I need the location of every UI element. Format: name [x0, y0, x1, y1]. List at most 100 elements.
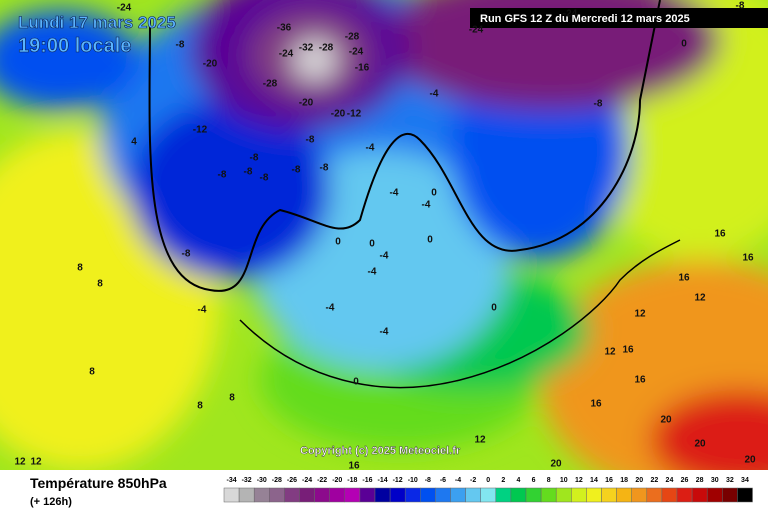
contour-label: -28 [345, 32, 360, 43]
contour-label: -4 [390, 188, 399, 199]
scale-swatch [329, 487, 346, 503]
contour-label: 16 [714, 229, 726, 240]
scale-swatch [480, 487, 497, 503]
scale-swatch [389, 487, 406, 503]
contour-label: 0 [681, 39, 687, 50]
contour-label: 4 [131, 137, 137, 148]
scale-tick-label: -4 [455, 477, 461, 484]
contour-label: 12 [14, 457, 26, 468]
contour-label: 12 [694, 293, 706, 304]
scale-tick-label: 0 [486, 477, 490, 484]
scale-swatch [238, 487, 255, 503]
scale-swatch [284, 487, 300, 503]
legend-subtitle: (+ 126h) [30, 496, 72, 508]
scale-tick-label: 32 [726, 477, 734, 484]
scale-tick-label: -18 [347, 477, 357, 484]
scale-swatch [691, 487, 708, 503]
contour-label: 0 [491, 303, 497, 314]
contour-label: 0 [427, 235, 433, 246]
contour-label: -8 [594, 99, 603, 110]
contour-label: 8 [97, 279, 103, 290]
scale-tick-label: 26 [681, 477, 689, 484]
scale-swatch [525, 487, 542, 503]
contour-label: 16 [590, 399, 602, 410]
scale-swatch [404, 487, 421, 503]
scale-tick-label: 8 [547, 477, 551, 484]
scale-tick-label: 16 [605, 477, 613, 484]
scale-tick-label: 24 [666, 477, 674, 484]
contour-label: 16 [742, 253, 754, 264]
contour-label: -8 [218, 170, 227, 181]
contour-label: 16 [348, 461, 360, 472]
time-label: 19:00 locale [18, 35, 131, 57]
scale-tick-label: 10 [560, 477, 568, 484]
contour-label: -12 [193, 125, 208, 136]
contour-label: -36 [277, 23, 292, 34]
contour-label: -24 [117, 3, 132, 14]
scale-swatch [253, 487, 270, 503]
run-box [470, 8, 768, 28]
scale-swatch [601, 487, 617, 503]
scale-tick-label: -8 [425, 477, 431, 484]
contour-label: 16 [678, 273, 690, 284]
contour-label: -8 [736, 1, 745, 12]
contour-label: 20 [744, 455, 756, 466]
contour-label: -24 [279, 49, 294, 60]
scale-tick-label: -2 [470, 477, 476, 484]
scale-tick-label: -10 [408, 477, 418, 484]
contour-label: 0 [353, 377, 359, 388]
scale-tick-label: -12 [393, 477, 403, 484]
scale-swatch [344, 487, 361, 503]
contour-label: -8 [306, 135, 315, 146]
scale-swatch [586, 487, 602, 503]
scale-swatch [223, 487, 240, 503]
scale-tick-label: -22 [317, 477, 327, 484]
scale-tick-label: 14 [590, 477, 598, 484]
scale-swatch [269, 487, 285, 503]
scale-swatch [661, 487, 678, 503]
scale-tick-label: 30 [711, 477, 719, 484]
legend-title: Température 850hPa [30, 475, 167, 491]
scale-swatch [722, 487, 738, 503]
scale-swatch [706, 487, 723, 503]
scale-swatch [450, 487, 466, 503]
contour-label: 20 [660, 415, 672, 426]
contour-label: 20 [694, 439, 706, 450]
scale-swatch [420, 487, 436, 503]
scale-tick-label: 12 [575, 477, 583, 484]
contour-label: 8 [229, 393, 235, 404]
contour-label: -16 [355, 63, 370, 74]
scale-tick-label: -16 [362, 477, 372, 484]
contour-label: -8 [292, 165, 301, 176]
scale-swatch [540, 487, 557, 503]
contour-labels: -24-8-20-36-24-32 -28-28-24-16-28-20-20 -1… [14, 1, 756, 472]
contour-label: -4 [368, 267, 377, 278]
contour-label: -28 [319, 43, 334, 54]
scale-tick-label: 4 [516, 477, 520, 484]
scale-swatch [465, 487, 481, 503]
contour-label: 12 [634, 309, 646, 320]
scale-swatch [374, 487, 391, 503]
copyright: Copyright (c) 2025 Meteociel.fr [300, 445, 461, 457]
contour-label: -4 [380, 251, 389, 262]
contour-label: -24 [349, 47, 364, 58]
scale-swatch [299, 487, 315, 503]
contour-label: 0 [369, 239, 375, 250]
scale-swatch [646, 487, 663, 503]
contour-label: -8 [176, 40, 185, 51]
scale-tick-label: 28 [696, 477, 704, 484]
contour-label: 16 [622, 345, 634, 356]
contour-label: 0 [335, 237, 341, 248]
contour-label: 8 [197, 401, 203, 412]
contour-label: -20 [331, 109, 346, 120]
scale-swatch [314, 487, 330, 503]
scale-tick-label: -24 [302, 477, 312, 484]
scale-tick-label: -14 [377, 477, 387, 484]
scale-tick-label: 18 [620, 477, 628, 484]
scale-tick-label: 34 [741, 477, 749, 484]
scale-swatch [676, 487, 693, 503]
contour-label: -8 [182, 249, 191, 260]
scale-tick-label: 6 [532, 477, 536, 484]
contour-label: -24 [563, 9, 578, 20]
